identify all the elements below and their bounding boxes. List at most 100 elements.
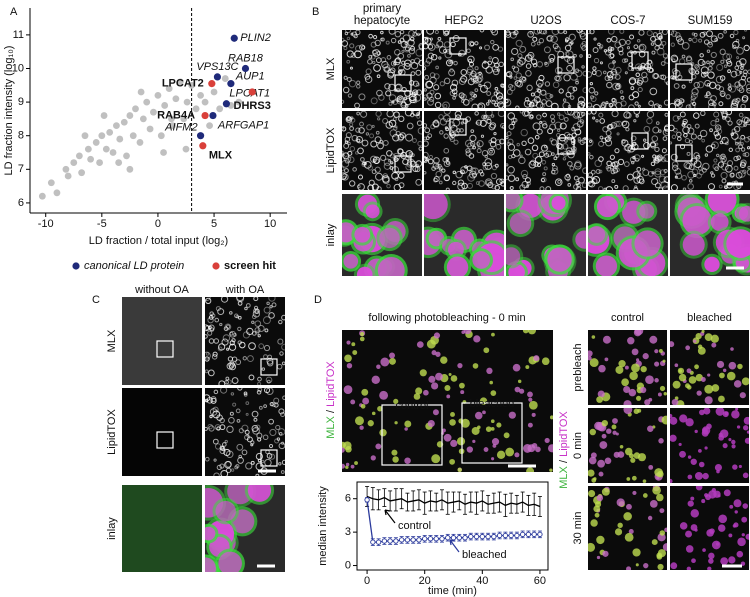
droplet <box>588 356 592 361</box>
droplet <box>469 91 474 96</box>
droplet <box>717 494 721 498</box>
droplet <box>670 478 673 483</box>
droplet <box>715 84 721 90</box>
droplet <box>466 165 473 172</box>
droplet <box>682 118 688 125</box>
droplet <box>345 30 352 34</box>
droplet <box>281 361 285 366</box>
droplet <box>457 52 462 57</box>
droplet <box>475 121 479 125</box>
droplet <box>612 168 619 174</box>
droplet <box>346 340 351 345</box>
droplet <box>601 433 607 439</box>
droplet <box>636 81 640 85</box>
droplet <box>408 80 415 86</box>
droplet <box>678 369 683 373</box>
droplet <box>230 468 235 472</box>
droplet <box>581 65 585 69</box>
droplet <box>377 117 381 121</box>
droplet <box>733 125 741 133</box>
droplet <box>720 557 729 566</box>
droplet <box>368 33 373 39</box>
droplet <box>682 205 712 236</box>
droplet <box>711 540 721 550</box>
droplet <box>231 377 239 384</box>
droplet <box>701 167 707 173</box>
droplet <box>588 138 594 147</box>
droplet <box>344 168 349 173</box>
droplet <box>220 469 229 476</box>
droplet <box>690 496 695 501</box>
droplet <box>577 111 584 118</box>
data-point <box>445 535 451 541</box>
droplets <box>424 111 504 190</box>
droplet <box>632 91 640 99</box>
droplet <box>606 81 613 89</box>
droplet <box>245 401 250 406</box>
droplet <box>257 334 261 338</box>
inset-box <box>394 74 412 92</box>
droplet <box>349 43 355 49</box>
droplet <box>232 402 237 407</box>
droplet <box>415 69 422 76</box>
droplet <box>631 363 640 373</box>
droplet <box>388 159 392 163</box>
droplet <box>632 171 641 179</box>
micrograph <box>342 194 422 276</box>
droplet <box>694 64 699 69</box>
droplet <box>369 133 375 139</box>
droplet <box>733 522 739 528</box>
droplet <box>236 443 244 451</box>
droplet <box>700 111 706 117</box>
droplet <box>228 343 237 351</box>
droplet <box>503 432 510 439</box>
droplet <box>565 173 571 178</box>
droplet <box>604 102 612 108</box>
droplet <box>342 441 346 449</box>
droplet <box>725 111 733 116</box>
droplet <box>595 169 601 175</box>
droplet <box>729 172 735 178</box>
droplet <box>354 102 360 108</box>
droplet <box>380 57 387 63</box>
droplet <box>398 64 405 72</box>
droplet <box>359 44 366 51</box>
x-tick-label: -10 <box>38 218 54 230</box>
droplet <box>273 402 279 408</box>
droplet <box>364 75 373 84</box>
droplet <box>415 387 423 395</box>
droplet <box>254 320 262 327</box>
droplet <box>450 124 458 132</box>
droplet <box>427 158 434 165</box>
droplet <box>555 153 560 158</box>
droplet <box>539 186 545 190</box>
droplet <box>691 88 699 96</box>
droplet <box>605 186 614 190</box>
droplet <box>727 83 732 87</box>
droplet <box>529 114 534 119</box>
droplet <box>558 114 565 121</box>
droplet <box>234 313 239 318</box>
droplet <box>704 396 713 405</box>
droplet <box>694 471 703 480</box>
droplet <box>740 147 746 152</box>
droplet <box>432 409 439 416</box>
droplet <box>611 35 618 43</box>
region-label: bleached <box>470 398 515 410</box>
data-point <box>519 531 526 538</box>
droplet <box>735 147 740 153</box>
droplet <box>597 459 606 468</box>
droplet <box>428 96 435 102</box>
droplet <box>554 45 561 53</box>
droplet <box>354 416 364 426</box>
droplet <box>636 166 642 172</box>
droplet <box>657 392 662 397</box>
droplet <box>355 127 361 133</box>
droplet <box>649 335 658 344</box>
droplet <box>614 184 619 189</box>
droplets <box>506 194 586 276</box>
droplet <box>643 138 647 142</box>
droplet <box>728 361 737 370</box>
droplet <box>497 46 504 52</box>
droplet <box>615 84 621 90</box>
